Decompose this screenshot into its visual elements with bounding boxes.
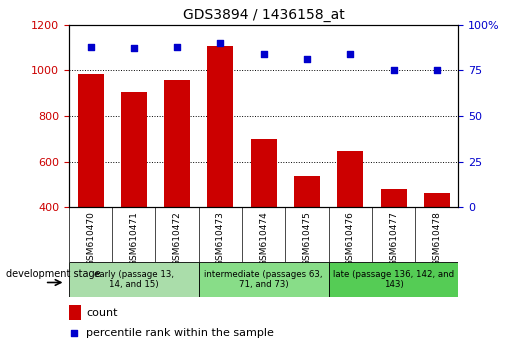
Text: intermediate (passages 63,
71, and 73): intermediate (passages 63, 71, and 73) bbox=[205, 270, 323, 289]
Bar bbox=[329, 262, 458, 297]
Point bbox=[129, 46, 138, 51]
Bar bbox=[424, 193, 450, 207]
Text: late (passage 136, 142, and
143): late (passage 136, 142, and 143) bbox=[333, 270, 454, 289]
Bar bbox=[164, 80, 190, 207]
Text: count: count bbox=[86, 308, 118, 318]
Point bbox=[389, 68, 398, 73]
Title: GDS3894 / 1436158_at: GDS3894 / 1436158_at bbox=[183, 8, 344, 22]
Text: GSM610478: GSM610478 bbox=[432, 211, 441, 266]
Bar bbox=[294, 176, 320, 207]
Bar bbox=[251, 139, 277, 207]
Bar bbox=[199, 262, 329, 297]
Text: GSM610472: GSM610472 bbox=[173, 211, 182, 266]
Point bbox=[69, 330, 78, 336]
Point bbox=[346, 51, 355, 57]
Bar bbox=[381, 189, 407, 207]
Bar bbox=[121, 92, 147, 207]
Text: GSM610470: GSM610470 bbox=[86, 211, 95, 266]
Text: GSM610471: GSM610471 bbox=[129, 211, 138, 266]
Bar bbox=[69, 305, 81, 320]
Text: GSM610474: GSM610474 bbox=[259, 211, 268, 266]
Text: development stage: development stage bbox=[5, 269, 100, 279]
Bar bbox=[69, 262, 199, 297]
Bar bbox=[337, 151, 363, 207]
Bar bbox=[77, 74, 103, 207]
Point bbox=[432, 68, 441, 73]
Point bbox=[86, 44, 95, 50]
Bar bbox=[207, 46, 233, 207]
Text: GSM610476: GSM610476 bbox=[346, 211, 355, 266]
Text: GSM610475: GSM610475 bbox=[303, 211, 312, 266]
Point bbox=[216, 40, 225, 46]
Text: GSM610477: GSM610477 bbox=[389, 211, 398, 266]
Point bbox=[259, 51, 268, 57]
Text: GSM610473: GSM610473 bbox=[216, 211, 225, 266]
Point bbox=[303, 57, 311, 62]
Point bbox=[173, 44, 181, 50]
Text: percentile rank within the sample: percentile rank within the sample bbox=[86, 328, 275, 338]
Text: early (passage 13,
14, and 15): early (passage 13, 14, and 15) bbox=[94, 270, 174, 289]
